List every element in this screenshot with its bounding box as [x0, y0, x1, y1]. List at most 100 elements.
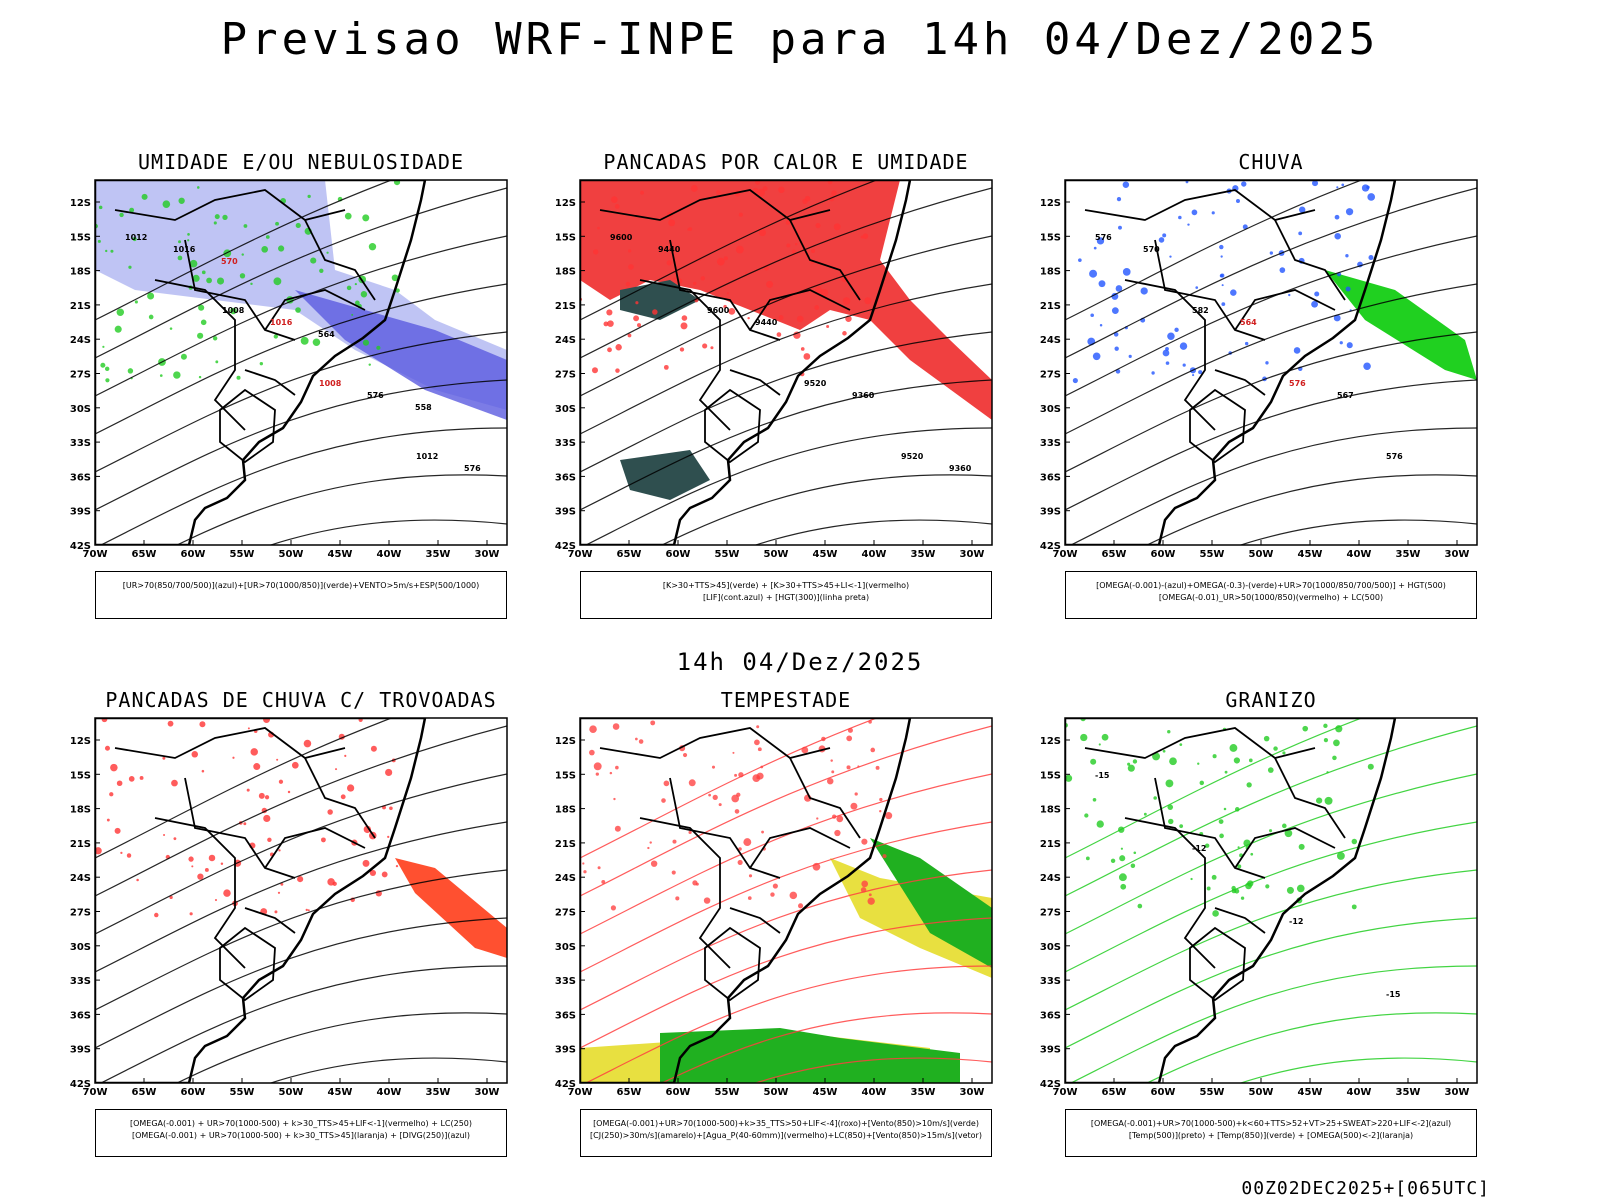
lat-tick-label: 27S	[1040, 908, 1061, 919]
lat-tick-label: 33S	[1040, 438, 1061, 449]
lat-tick-label: 36S	[555, 1010, 576, 1021]
lat-tick-label: 42S	[70, 541, 91, 552]
weather-map: 1012 1008 1008 1012 1016 1016 576 576 570 564 558 1…	[70, 179, 508, 560]
lon-tick-label: 65W	[132, 1087, 157, 1098]
contour-label: 9360	[949, 464, 972, 473]
contour-label: 564	[318, 330, 335, 339]
lat-tick-label: 27S	[70, 370, 91, 381]
contour-label: 1008	[319, 379, 342, 388]
legend-line: [Temp(500)](preto) + [Temp(850)](verde) …	[1128, 1131, 1414, 1140]
lat-tick-label: 30S	[555, 942, 576, 953]
lon-tick-label: 30W	[1445, 549, 1470, 560]
panel-legend: [OMEGA(-0.001) + UR>70(1000-500) + k>30_…	[95, 1109, 507, 1157]
lat-tick-label: 24S	[70, 335, 91, 346]
lon-tick-label: 40W	[1347, 1087, 1372, 1098]
lat-tick-label: 21S	[70, 839, 91, 850]
legend-line: [OMEGA(-0.001) + UR>70(1000-500) + k>30_…	[131, 1131, 471, 1140]
contour-label: 564	[1240, 318, 1257, 327]
lat-tick-label: 27S	[70, 908, 91, 919]
lon-tick-label: 60W	[1151, 1087, 1176, 1098]
lat-tick-label: 39S	[1040, 1045, 1061, 1056]
lat-tick-label: 36S	[70, 472, 91, 483]
lon-tick-label: 50W	[764, 549, 789, 560]
lon-tick-label: 30W	[960, 549, 985, 560]
lat-tick-label: 21S	[1040, 301, 1061, 312]
panel-title: CHUVA	[1238, 150, 1304, 174]
lon-tick-label: 70W	[83, 1087, 108, 1098]
lon-tick-label: 55W	[230, 1087, 255, 1098]
lon-tick-label: 50W	[279, 549, 304, 560]
lon-tick-label: 55W	[715, 549, 740, 560]
contour-label: 576	[1289, 379, 1306, 388]
lat-tick-label: 18S	[70, 805, 91, 816]
contour-label: 576	[1095, 233, 1112, 242]
lat-tick-label: 21S	[70, 301, 91, 312]
panel-legend: [K>30+TTS>45](verde) + [K>30+TTS>45+LI<-…	[580, 571, 992, 619]
lat-tick-label: 30S	[70, 942, 91, 953]
lat-tick-label: 27S	[555, 370, 576, 381]
contour-label: 9440	[755, 318, 778, 327]
lon-tick-label: 45W	[1298, 1087, 1323, 1098]
lon-tick-label: 60W	[181, 549, 206, 560]
lon-tick-label: 50W	[764, 1087, 789, 1098]
lat-tick-label: 21S	[555, 839, 576, 850]
lat-tick-label: 15S	[555, 232, 576, 243]
legend-line: [K>30+TTS>45](verde) + [K>30+TTS>45+LI<-…	[662, 581, 910, 590]
lon-tick-label: 35W	[911, 1087, 936, 1098]
lon-tick-label: 60W	[1151, 549, 1176, 560]
lat-tick-label: 15S	[70, 770, 91, 781]
lon-tick-label: 50W	[1249, 1087, 1274, 1098]
contour-label: 567	[1337, 391, 1354, 400]
lat-tick-label: 24S	[1040, 335, 1061, 346]
lat-tick-label: 24S	[1040, 873, 1061, 884]
contour-label: 9600	[707, 306, 730, 315]
legend-line: [OMEGA(-0.001) + UR>70(1000-500) + k>30_…	[129, 1119, 473, 1128]
lat-tick-label: 12S	[1040, 198, 1061, 209]
lat-tick-label: 12S	[70, 736, 91, 747]
lat-tick-label: 39S	[555, 507, 576, 518]
contour-label: 576	[464, 464, 481, 473]
lon-tick-label: 45W	[1298, 549, 1323, 560]
lon-tick-label: 65W	[1102, 1087, 1127, 1098]
lon-tick-label: 55W	[1200, 549, 1225, 560]
lat-tick-label: 15S	[1040, 232, 1061, 243]
lat-tick-label: 36S	[70, 1010, 91, 1021]
lon-tick-label: 35W	[1396, 549, 1421, 560]
lat-tick-label: 39S	[70, 1045, 91, 1056]
lat-tick-label: 18S	[555, 267, 576, 278]
lon-tick-label: 60W	[666, 1087, 691, 1098]
map-panel: PANCADAS DE CHUVA C/ TROVOADAS 12S 15S 18S 2…	[47, 688, 517, 1157]
lat-tick-label: 27S	[1040, 370, 1061, 381]
lon-tick-label: 45W	[328, 1087, 353, 1098]
legend-line: [LIF](cont.azul) + [HGT(300)](linha pret…	[702, 593, 870, 602]
lon-tick-label: 55W	[715, 1087, 740, 1098]
lon-tick-label: 35W	[1396, 1087, 1421, 1098]
lat-tick-label: 33S	[555, 438, 576, 449]
lon-tick-label: 30W	[1445, 1087, 1470, 1098]
lon-tick-label: 70W	[568, 1087, 593, 1098]
lon-tick-label: 45W	[813, 1087, 838, 1098]
lon-tick-label: 30W	[475, 1087, 500, 1098]
panel-title: PANCADAS POR CALOR E UMIDADE	[603, 150, 969, 174]
lon-tick-label: 35W	[911, 549, 936, 560]
lat-tick-label: 42S	[555, 1079, 576, 1090]
lon-tick-label: 70W	[83, 549, 108, 560]
panel-title: TEMPESTADE	[720, 688, 852, 712]
lat-tick-label: 36S	[555, 472, 576, 483]
lon-tick-label: 60W	[666, 549, 691, 560]
panel-legend: [OMEGA(-0.001)+UR>70(1000-500)+k<60+TTS>…	[1065, 1109, 1477, 1157]
map-panel: UMIDADE E/OU NEBULOSIDADE 1012 1008 1008 101…	[47, 150, 517, 619]
lon-tick-label: 65W	[617, 549, 642, 560]
lat-tick-label: 33S	[70, 976, 91, 987]
map-panel: GRANIZO -15 -12 -12 -15 12S 15S 18S 21S 24S 27S 30S…	[1017, 688, 1487, 1157]
lon-tick-label: 65W	[617, 1087, 642, 1098]
legend-line: [CJ(250)>30m/s](amarelo)+[Agua_P(40-60mm…	[590, 1131, 982, 1140]
lat-tick-label: 15S	[70, 232, 91, 243]
lat-tick-label: 30S	[1040, 942, 1061, 953]
lat-tick-label: 30S	[1040, 404, 1061, 415]
map-panel: TEMPESTADE 12S 15S 18S 21S 24S 27S 30S 33S 36S 39S…	[532, 688, 1002, 1157]
lon-tick-label: 40W	[377, 549, 402, 560]
lon-tick-label: 70W	[1053, 549, 1078, 560]
